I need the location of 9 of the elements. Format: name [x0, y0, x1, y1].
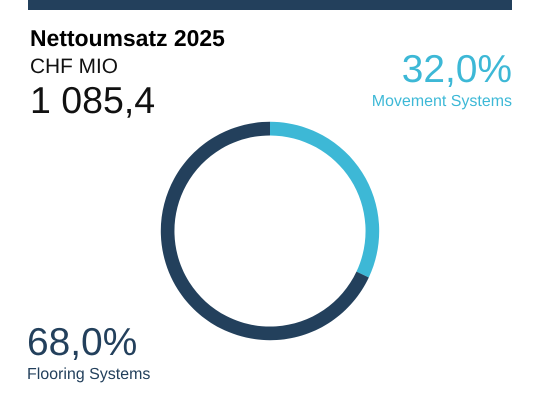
data-label: 32,0%: [403, 54, 511, 87]
chart-subtitle: CHF MIO: [31, 58, 117, 74]
chart-title: Nettoumsatz 2025: [32, 30, 224, 46]
slice-label: Flooring Systems: [28, 367, 150, 382]
slice-label: Movement Systems: [373, 94, 512, 110]
data-label: 68,0%: [28, 328, 136, 360]
donut-slice: [160, 122, 369, 340]
donut-slice: [270, 122, 380, 278]
text: 1 085,4: [32, 86, 154, 118]
